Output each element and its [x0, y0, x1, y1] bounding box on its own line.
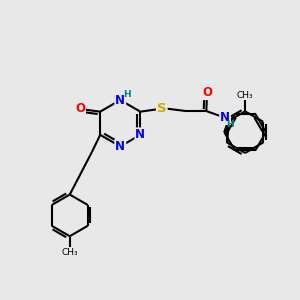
Text: N: N — [115, 94, 125, 106]
Text: CH₃: CH₃ — [61, 248, 78, 257]
Text: O: O — [202, 86, 212, 99]
Text: S: S — [157, 102, 166, 115]
Text: H: H — [123, 90, 131, 99]
Text: N: N — [220, 111, 230, 124]
Text: H: H — [226, 120, 234, 129]
Text: N: N — [115, 140, 125, 153]
Text: O: O — [75, 102, 85, 115]
Text: CH₃: CH₃ — [237, 91, 254, 100]
Text: N: N — [135, 128, 146, 141]
